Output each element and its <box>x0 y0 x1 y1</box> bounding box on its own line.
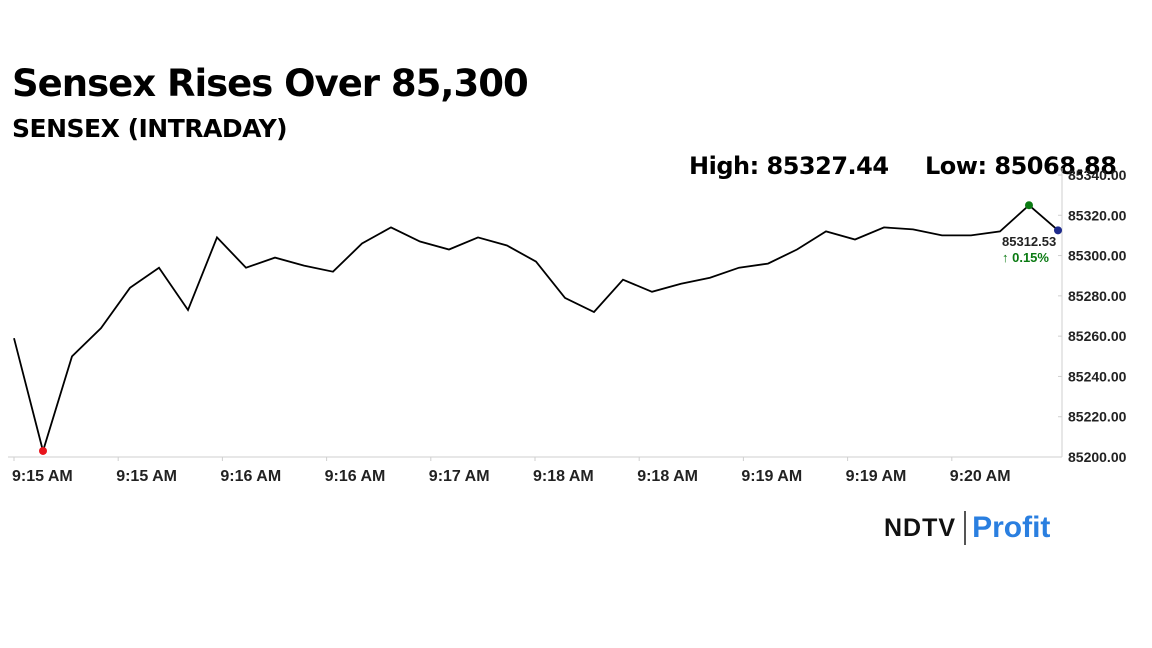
headline: Sensex Rises Over 85,300 <box>12 62 529 105</box>
x-tick-label: 9:18 AM <box>533 468 594 485</box>
x-tick-label: 9:17 AM <box>429 468 490 485</box>
x-tick-label: 9:16 AM <box>220 468 281 485</box>
y-tick-label: 85280.00 <box>1068 288 1127 304</box>
series-line <box>13 203 1059 455</box>
low-value: Low: 85068.88 <box>925 152 1117 180</box>
y-tick-label: 85220.00 <box>1068 409 1127 425</box>
logo-brand: NDTV <box>884 513 957 542</box>
last-value-label: 85312.53 <box>1002 234 1056 249</box>
y-tick-label: 85200.00 <box>1068 449 1127 465</box>
x-tick-label: 9:19 AM <box>846 468 907 485</box>
x-tick-label: 9:15 AM <box>116 468 177 485</box>
x-tick-label: 9:20 AM <box>950 468 1011 485</box>
y-tick-label: 85340.00 <box>1068 167 1127 183</box>
x-tick-label: 9:16 AM <box>325 468 386 485</box>
ndtv-profit-logo: NDTV Profit <box>884 508 1050 548</box>
y-tick-label: 85300.00 <box>1068 248 1127 264</box>
logo-product: Profit <box>972 511 1051 544</box>
y-tick-label: 85320.00 <box>1068 207 1127 223</box>
logo-divider <box>964 511 967 545</box>
low-point-marker <box>39 446 47 455</box>
high-value: High: 85327.44 <box>689 152 889 180</box>
x-tick-label: 9:15 AM <box>12 468 73 485</box>
x-tick-label: 9:19 AM <box>741 468 802 485</box>
last-point-marker <box>1054 226 1062 235</box>
x-tick-label: 9:18 AM <box>637 468 698 485</box>
axis-spacer <box>457 168 1062 457</box>
y-tick-label: 85260.00 <box>1068 328 1127 344</box>
high-point-marker <box>1025 201 1033 210</box>
y-tick-label: 85240.00 <box>1068 368 1127 384</box>
chart-subtitle: SENSEX (INTRADAY) <box>12 114 288 143</box>
change-label: ↑ 0.15% <box>1002 250 1049 265</box>
